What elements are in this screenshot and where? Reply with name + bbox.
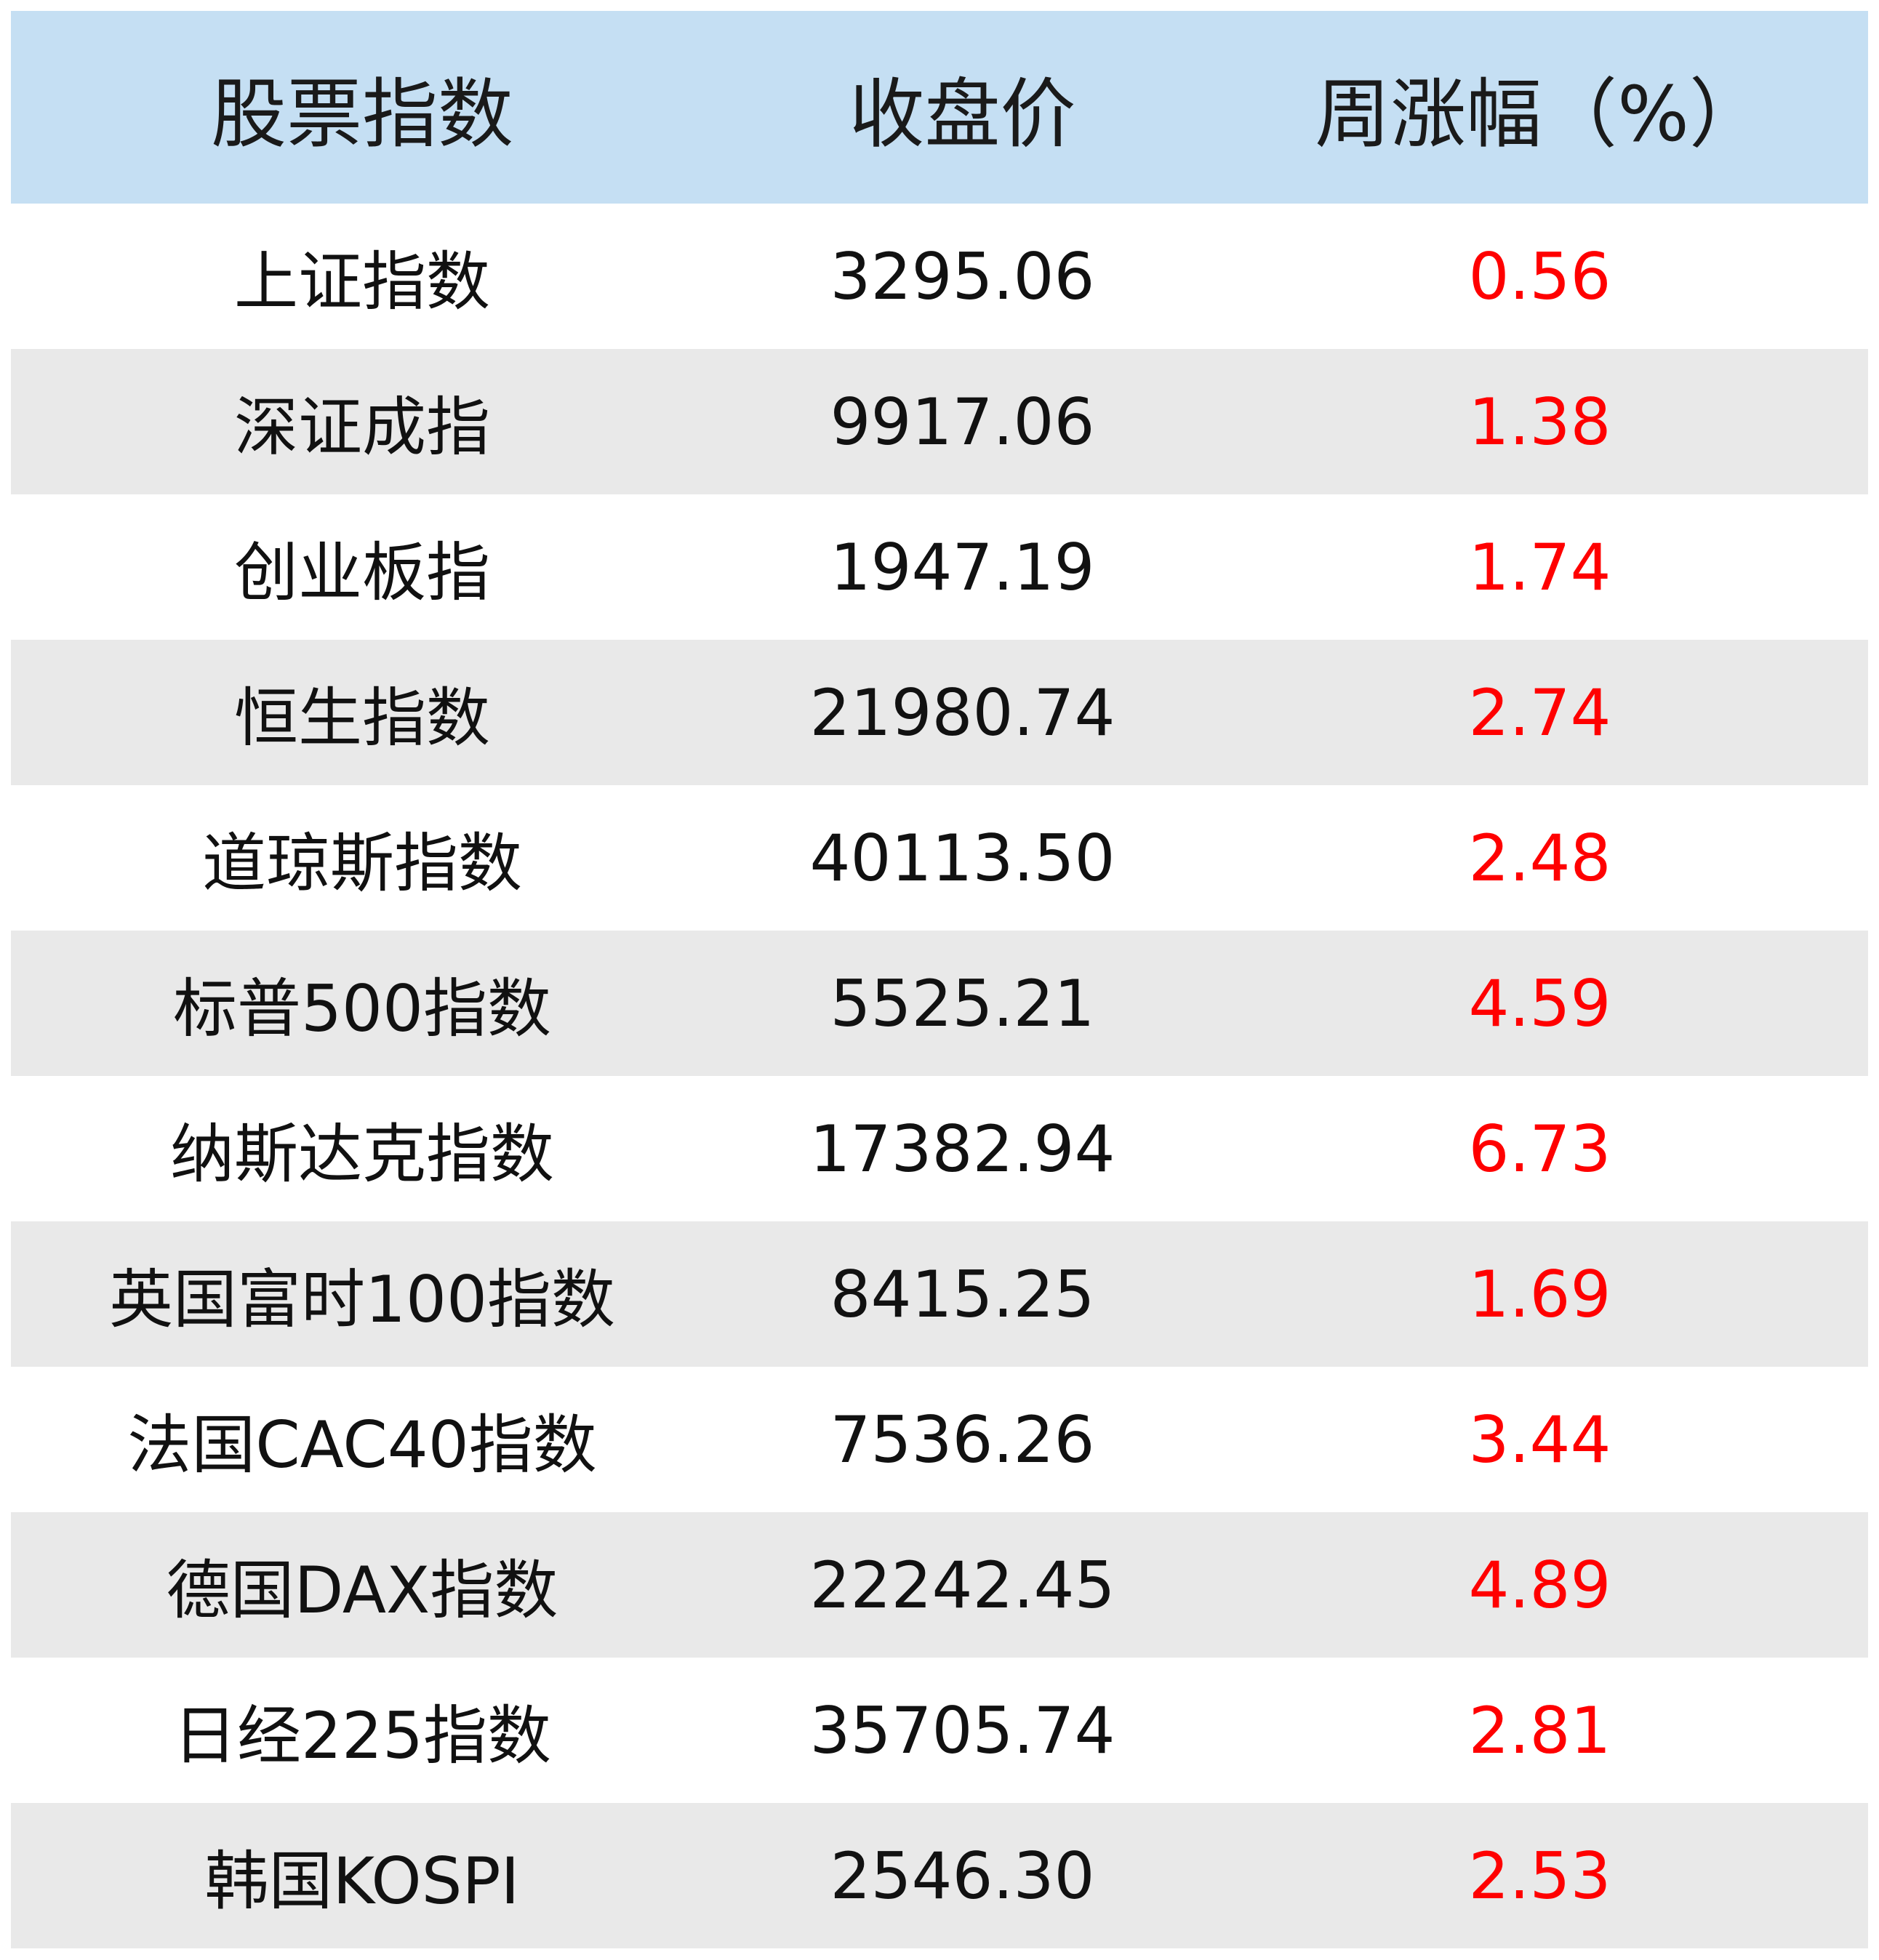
- header-weekly-change: 周涨幅（%）: [1315, 70, 1765, 158]
- close-price-cell: 8415.25: [830, 1256, 1095, 1332]
- weekly-change-cell: 1.38: [1468, 384, 1611, 459]
- index-name-cell: 日经225指数: [173, 1698, 551, 1773]
- index-name-cell: 英国富时100指数: [109, 1261, 615, 1337]
- header-close-price: 收盘价: [849, 70, 1076, 158]
- stock-index-table: 股票指数 收盘价 周涨幅（%） 上证指数 3295.06 0.56 深证成指 9…: [11, 11, 1868, 1948]
- weekly-change-cell: 6.73: [1468, 1111, 1611, 1186]
- close-price-cell: 35705.74: [809, 1692, 1115, 1768]
- table-row: 纳斯达克指数 17382.94 6.73: [11, 1076, 1868, 1221]
- close-price-cell: 7536.26: [830, 1402, 1095, 1477]
- index-name-cell: 纳斯达克指数: [169, 1116, 554, 1192]
- close-price-cell: 17382.94: [809, 1111, 1115, 1186]
- weekly-change-cell: 1.74: [1468, 529, 1611, 605]
- table-row: 道琼斯指数 40113.50 2.48: [11, 785, 1868, 931]
- close-price-cell: 1947.19: [830, 529, 1095, 605]
- index-name-cell: 恒生指数: [233, 680, 490, 755]
- index-name-cell: 德国DAX指数: [166, 1552, 558, 1628]
- header-index-name: 股票指数: [210, 70, 513, 158]
- table-row: 上证指数 3295.06 0.56: [11, 204, 1868, 349]
- table-row: 英国富时100指数 8415.25 1.69: [11, 1221, 1868, 1367]
- weekly-change-cell: 4.59: [1468, 965, 1611, 1041]
- index-name-cell: 道琼斯指数: [201, 825, 522, 901]
- index-name-cell: 法国CAC40指数: [127, 1407, 597, 1482]
- weekly-change-cell: 2.48: [1468, 820, 1611, 896]
- close-price-cell: 5525.21: [830, 965, 1095, 1041]
- table-row: 创业板指 1947.19 1.74: [11, 494, 1868, 640]
- close-price-cell: 22242.45: [809, 1547, 1115, 1623]
- table-row: 日经225指数 35705.74 2.81: [11, 1658, 1868, 1803]
- close-price-cell: 40113.50: [809, 820, 1115, 896]
- weekly-change-cell: 4.89: [1468, 1547, 1611, 1623]
- table-row: 深证成指 9917.06 1.38: [11, 349, 1868, 494]
- weekly-change-cell: 2.81: [1468, 1692, 1611, 1768]
- weekly-change-cell: 3.44: [1468, 1402, 1611, 1477]
- table-header-row: 股票指数 收盘价 周涨幅（%）: [11, 11, 1868, 204]
- weekly-change-cell: 0.56: [1468, 238, 1611, 314]
- table-row: 韩国KOSPI 2546.30 2.53: [11, 1803, 1868, 1948]
- weekly-change-cell: 2.74: [1468, 675, 1611, 750]
- close-price-cell: 21980.74: [809, 675, 1115, 750]
- close-price-cell: 3295.06: [830, 238, 1095, 314]
- weekly-change-cell: 2.53: [1468, 1838, 1611, 1913]
- close-price-cell: 2546.30: [830, 1838, 1095, 1913]
- index-name-cell: 深证成指: [233, 389, 490, 465]
- table-row: 标普500指数 5525.21 4.59: [11, 931, 1868, 1076]
- index-name-cell: 韩国KOSPI: [204, 1843, 520, 1919]
- index-name-cell: 上证指数: [233, 244, 490, 319]
- table-row: 恒生指数 21980.74 2.74: [11, 640, 1868, 785]
- table-row: 德国DAX指数 22242.45 4.89: [11, 1512, 1868, 1658]
- index-name-cell: 标普500指数: [173, 971, 551, 1046]
- table-row: 法国CAC40指数 7536.26 3.44: [11, 1367, 1868, 1512]
- index-name-cell: 创业板指: [233, 534, 490, 610]
- weekly-change-cell: 1.69: [1468, 1256, 1611, 1332]
- close-price-cell: 9917.06: [830, 384, 1095, 459]
